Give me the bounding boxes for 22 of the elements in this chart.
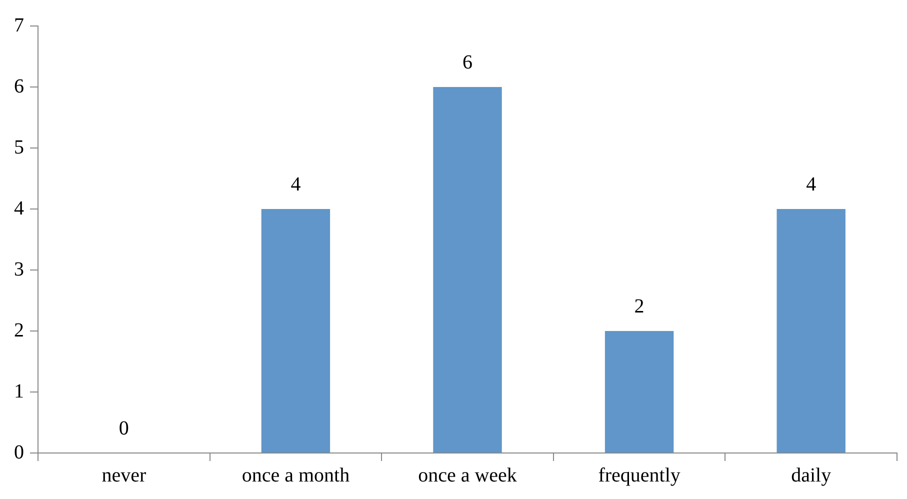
y-tick-label: 6	[14, 75, 24, 98]
bar	[261, 209, 330, 452]
x-tick-label: never	[102, 464, 146, 486]
y-tick-label: 3	[14, 258, 24, 280]
y-tick-label: 4	[14, 197, 24, 220]
y-tick-label: 1	[14, 380, 24, 402]
data-label: 2	[634, 295, 644, 318]
y-tick-label: 5	[14, 136, 24, 158]
y-tick-label: 2	[14, 319, 24, 342]
x-tick-label: once a week	[418, 464, 517, 486]
data-label: 4	[806, 173, 816, 196]
x-tick-label: once a month	[242, 464, 350, 486]
data-label: 6	[462, 51, 472, 74]
x-tick-label: daily	[791, 464, 832, 486]
bar	[604, 331, 674, 452]
y-tick-label: 7	[14, 14, 24, 36]
y-tick-label: 0	[14, 441, 24, 464]
data-label: 4	[290, 173, 301, 196]
data-label: 0	[118, 417, 129, 440]
bar	[776, 209, 846, 452]
x-tick-label: frequently	[598, 464, 680, 486]
bar	[433, 87, 502, 452]
